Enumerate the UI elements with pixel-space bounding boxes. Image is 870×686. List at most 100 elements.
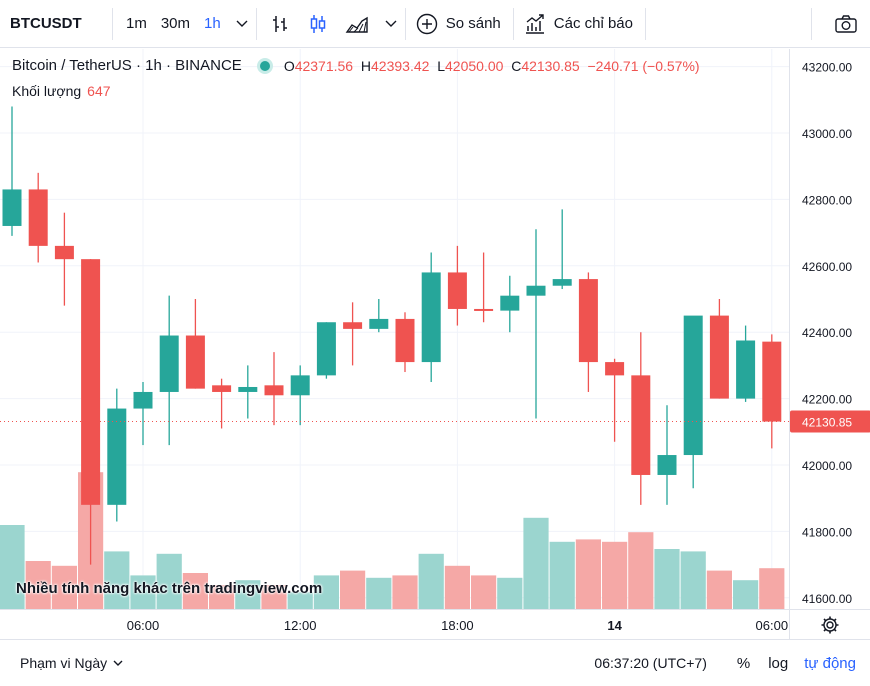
candle-body [159, 335, 179, 392]
settings-gear-icon[interactable] [789, 609, 870, 639]
volume-bars [0, 472, 785, 609]
candle-body [2, 189, 22, 226]
volume-bar [759, 568, 785, 609]
volume-bar [313, 575, 339, 609]
toolbar-divider [811, 7, 812, 40]
time-tick-label: 06:00 [756, 618, 789, 633]
volume-bar [25, 561, 51, 609]
price-chart[interactable] [0, 49, 789, 609]
plus-circle-icon [416, 13, 438, 35]
volume-bar [209, 585, 235, 609]
compare-button[interactable]: So sánh [406, 0, 513, 48]
chart-pane[interactable]: Bitcoin / TetherUS · 1h · BINANCE O42371… [0, 49, 789, 609]
close-value: 42130.85 [521, 57, 580, 74]
symbol-search[interactable]: BTCUSDT [10, 15, 82, 32]
percent-toggle[interactable]: % [736, 654, 751, 672]
toolbar-divider [512, 7, 514, 40]
time-tick-label: 06:00 [127, 618, 160, 633]
price-tick-label: 43000.00 [802, 127, 852, 141]
range-selector[interactable]: Phạm vi Ngày [0, 655, 123, 671]
interval-1m[interactable]: 1m [126, 15, 147, 32]
interval-1h[interactable]: 1h [204, 15, 221, 32]
volume-bar [418, 553, 444, 609]
candle-body [631, 375, 651, 475]
volume-bar [340, 570, 366, 609]
volume-bar [706, 570, 732, 609]
volume-bar [287, 592, 313, 609]
candle-body [500, 295, 520, 311]
candle-body [762, 341, 782, 422]
volume-bar [261, 585, 287, 609]
range-label: Phạm vi Ngày [20, 655, 108, 671]
volume-bar [497, 577, 523, 609]
candle-body [526, 285, 546, 296]
candle-body [28, 189, 48, 246]
volume-bar [733, 580, 759, 609]
volume-legend: Khối lượng 647 [12, 83, 111, 99]
volume-bar [156, 553, 182, 609]
price-tick-label: 41800.00 [802, 525, 852, 539]
candle-body [290, 375, 310, 396]
volume-bar [444, 565, 470, 609]
interval-30m[interactable]: 30m [160, 15, 191, 32]
candle-body [81, 259, 101, 505]
price-axis[interactable]: 41600.00 41800.00 42000.00 42200.00 42400.00… [789, 49, 870, 609]
volume-bar [602, 541, 628, 609]
chevron-down-icon [113, 660, 123, 667]
change-value: −240.71 (−0.57%) [587, 57, 700, 74]
chart-legend: Bitcoin / TetherUS · 1h · BINANCE O42371… [12, 57, 700, 74]
chevron-down-icon[interactable] [377, 20, 405, 28]
interval-group: 1m 30m 1h [113, 0, 256, 48]
indicators-icon [524, 13, 546, 35]
close-key: C [511, 57, 522, 74]
volume-bar [575, 539, 601, 609]
candlesticks [2, 106, 782, 565]
volume-bar [0, 525, 25, 609]
volume-bar [235, 580, 261, 609]
price-tick-label: 42400.00 [802, 326, 852, 340]
candle-body [133, 391, 153, 409]
area-chart-icon[interactable] [337, 13, 377, 35]
candle-body [343, 322, 363, 329]
candle-body [421, 272, 441, 363]
open-value: 42371.56 [294, 57, 354, 74]
candle-body [264, 385, 284, 396]
candle-body [709, 315, 729, 399]
price-tick-label: 42000.00 [802, 459, 852, 473]
indicators-button[interactable]: Các chỉ báo [514, 0, 645, 48]
volume-bar [130, 575, 156, 609]
market-status-icon[interactable] [259, 60, 270, 71]
volume-value: 647 [87, 83, 111, 99]
time-axis[interactable]: 06:00 12:00 18:00 14 06:00 [0, 609, 789, 639]
low-key: L [437, 57, 445, 74]
volume-bar [654, 549, 680, 609]
log-toggle[interactable]: log [768, 654, 789, 672]
ohlc-values: O42371.56 H42393.42 L42050.00 C42130.85 … [284, 58, 700, 74]
open-key: O [283, 57, 295, 74]
volume-bar [51, 565, 77, 609]
camera-icon[interactable] [812, 0, 870, 48]
bar-chart-icon[interactable] [261, 13, 299, 35]
indicators-label: Các chỉ báo [553, 15, 633, 32]
volume-bar [182, 573, 208, 609]
last-price-badge [790, 410, 870, 433]
candle-body [683, 315, 703, 456]
symbol-title: Bitcoin / TetherUS · 1h · BINANCE [12, 57, 242, 74]
candles-icon[interactable] [299, 13, 337, 35]
auto-scale-toggle[interactable]: tự động [804, 654, 856, 672]
candle-body [316, 322, 336, 376]
volume-label: Khối lượng [12, 83, 82, 99]
price-tick-label: 42800.00 [802, 193, 852, 207]
price-tick-label: 42600.00 [802, 260, 852, 274]
volume-bar [366, 577, 392, 609]
price-tick-label: 42200.00 [802, 393, 852, 407]
tradingview-watermark[interactable]: Nhiều tính năng khác trên tradingview.co… [16, 580, 323, 597]
candle-body [578, 279, 598, 363]
clock[interactable]: 06:37:20 (UTC+7) [594, 655, 707, 671]
price-tick-label: 41600.00 [802, 592, 852, 606]
high-key: H [360, 57, 372, 74]
volume-bar [104, 551, 130, 609]
high-value: 42393.42 [371, 57, 430, 74]
volume-bar [392, 575, 418, 609]
chevron-down-icon[interactable] [228, 20, 256, 28]
